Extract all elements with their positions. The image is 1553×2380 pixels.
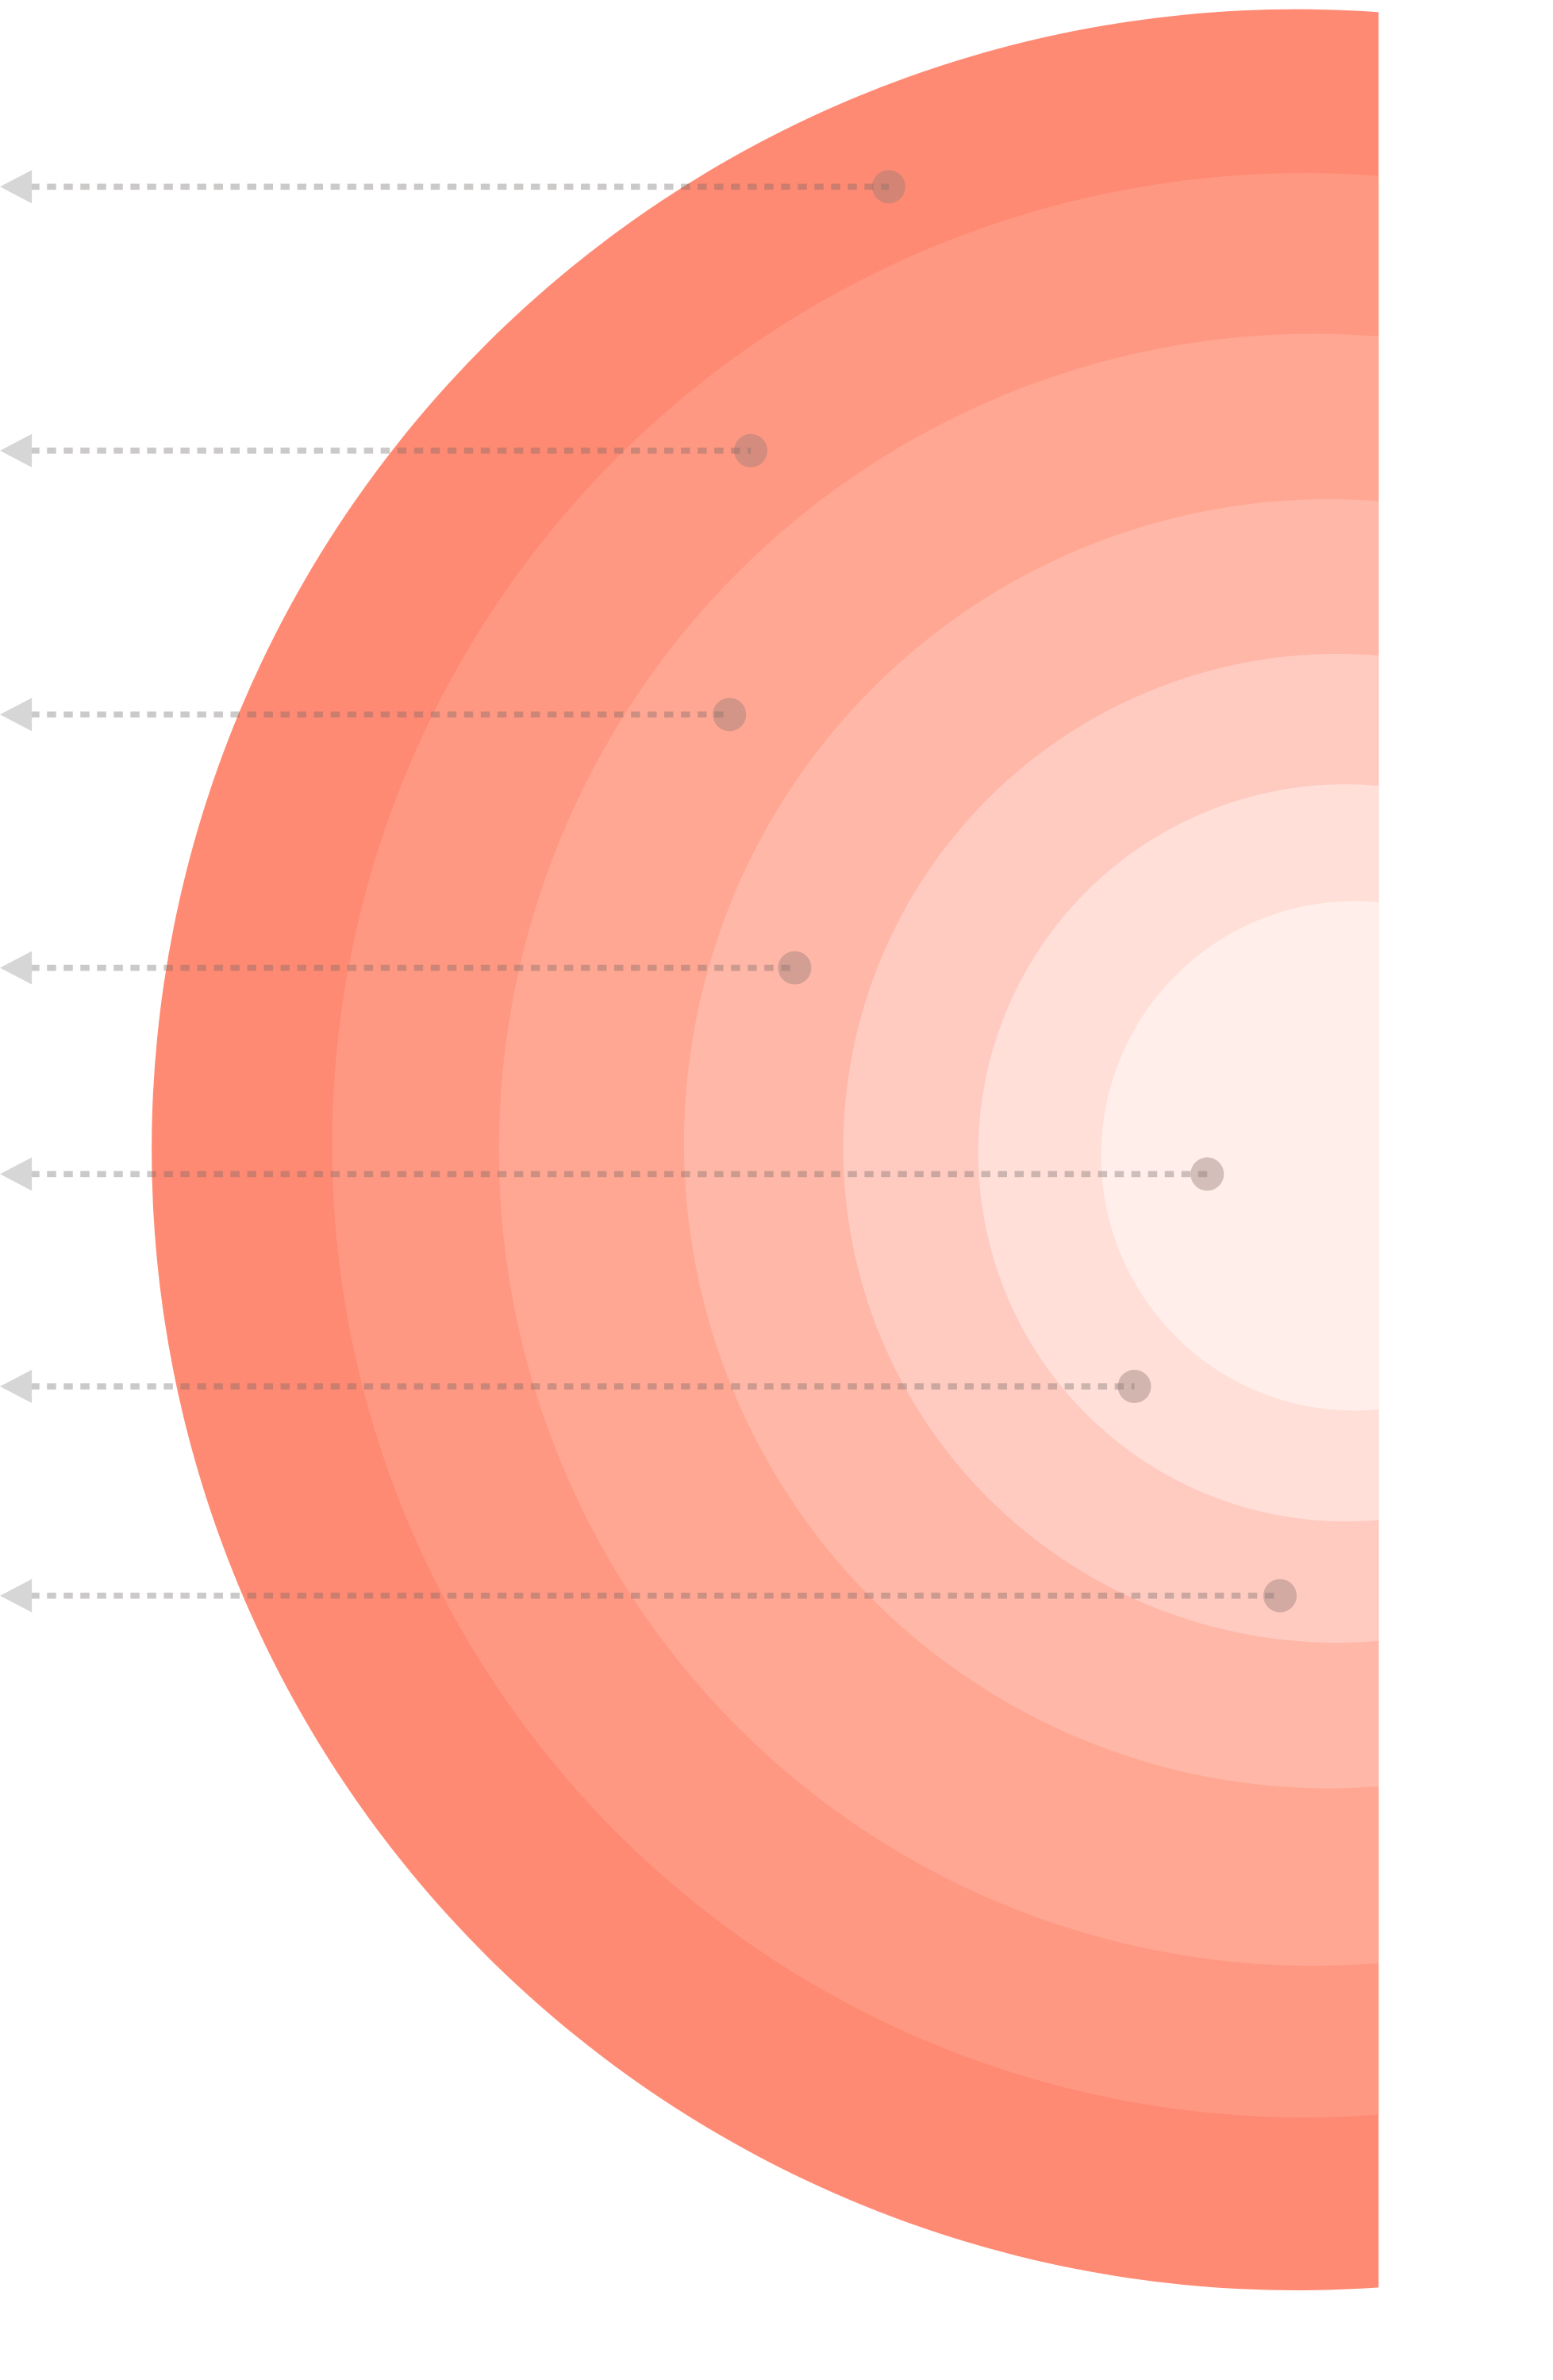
arrowheads [0, 170, 33, 1613]
dots [713, 170, 1297, 1613]
arrowhead [0, 1157, 33, 1191]
dot [713, 698, 747, 732]
arrowhead [0, 951, 33, 985]
dot [1190, 1157, 1224, 1191]
dot [1263, 1578, 1297, 1613]
dot [778, 951, 812, 985]
ring [1101, 901, 1379, 1411]
rings [152, 10, 1379, 2290]
dot [733, 433, 768, 467]
arrowhead [0, 1578, 33, 1613]
arrowhead [0, 1369, 33, 1404]
arrowhead [0, 170, 33, 204]
arrowhead [0, 433, 33, 467]
dot [1117, 1369, 1151, 1404]
pointers [30, 183, 1280, 1599]
arrowhead [0, 698, 33, 732]
dot [871, 170, 905, 204]
